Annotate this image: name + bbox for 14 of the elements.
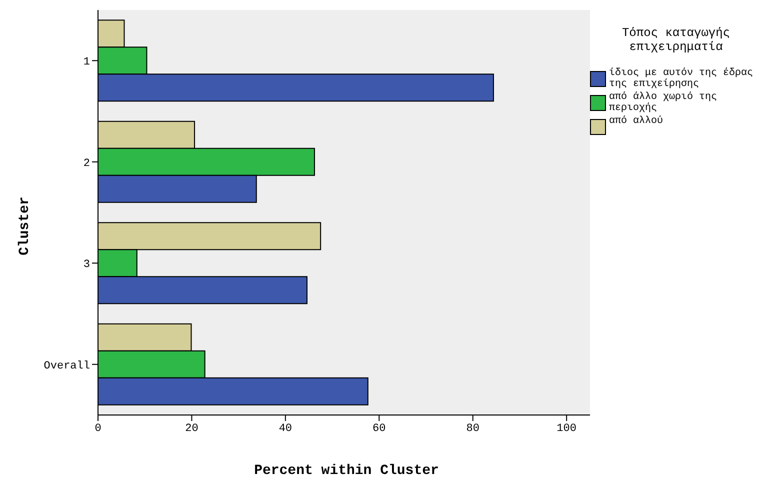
x-tick-label: 20	[185, 422, 198, 435]
y-axis-title: Cluster	[17, 196, 33, 255]
legend-label: από αλλού	[609, 116, 664, 127]
x-axis-title: Percent within Cluster	[253, 463, 440, 479]
legend-title: Τόπος καταγωγής επιχειρηματία	[620, 26, 732, 54]
x-tick-label: 60	[372, 422, 386, 435]
x-tick-label: 40	[278, 422, 292, 435]
y-tick-label: Overall	[44, 360, 90, 372]
x-tick-label: 100	[556, 422, 576, 435]
y-tick-label: 1	[83, 56, 90, 69]
y-tick-label: 3	[83, 259, 90, 272]
x-tick-label: 80	[466, 422, 480, 435]
y-tick-label: 2	[83, 158, 90, 170]
x-tick-label: 0	[94, 422, 102, 435]
